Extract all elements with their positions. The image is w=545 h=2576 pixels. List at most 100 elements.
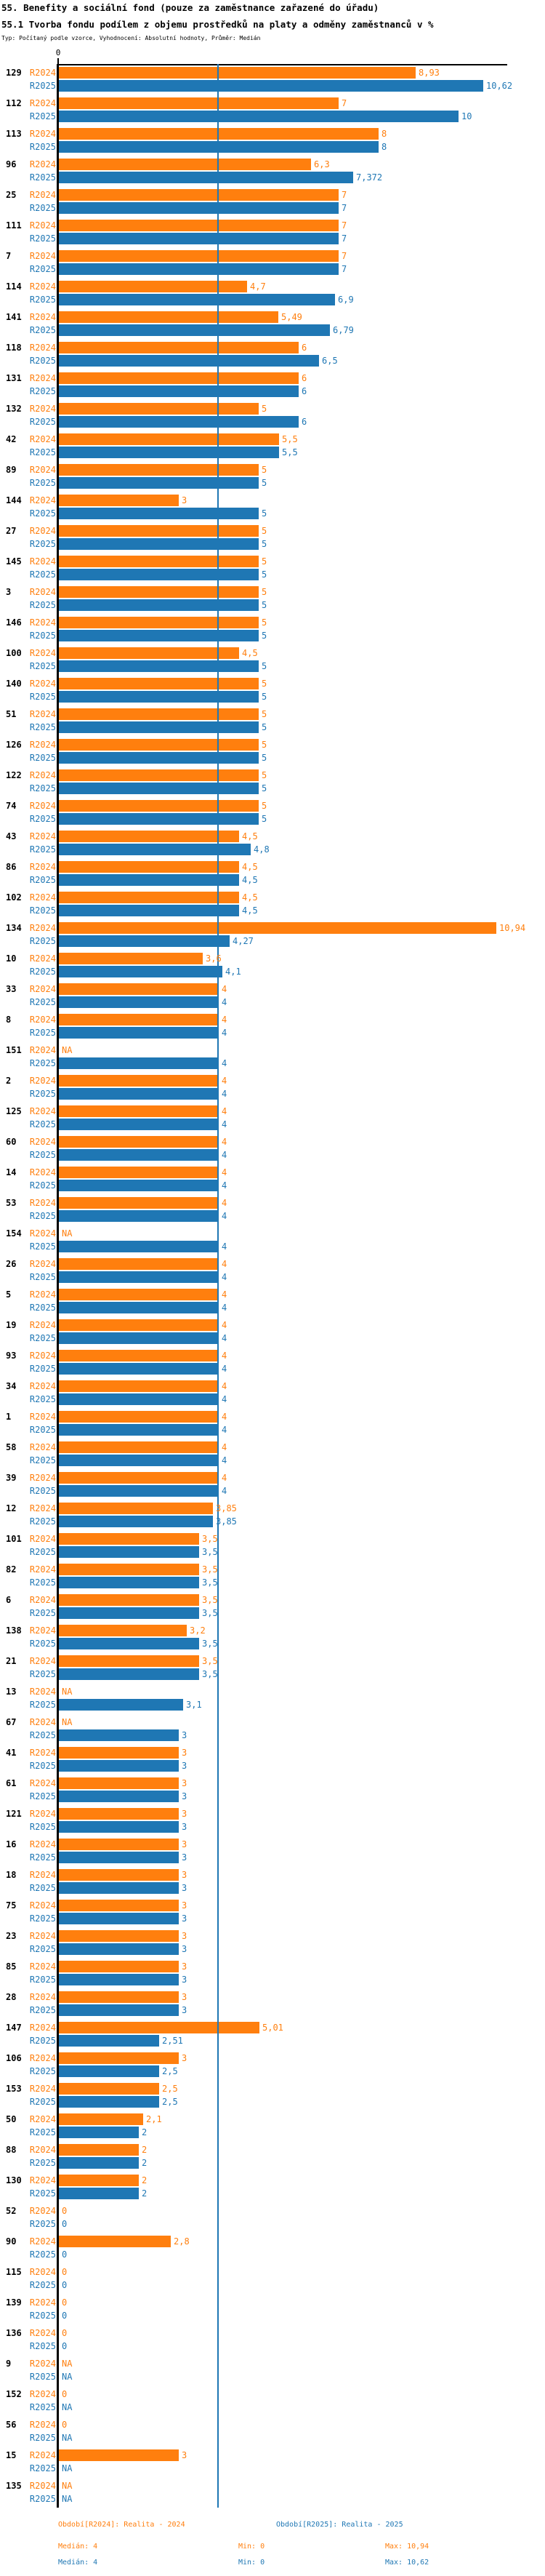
bar-r2024	[59, 250, 339, 262]
bar-r2025	[59, 1821, 179, 1833]
value-label-r2025: NA	[62, 2372, 73, 2382]
value-label-r2025: 5	[262, 692, 267, 702]
category-row: 100 R2024 4,5 R2025 5	[0, 647, 545, 672]
series-label-r2024: R2024	[29, 190, 56, 200]
value-label-r2024: 3	[182, 495, 187, 505]
bar-r2025	[59, 905, 239, 916]
bar-r2024	[59, 128, 379, 140]
series-label-r2025: R2025	[29, 905, 56, 916]
series-label-r2025: R2025	[29, 111, 56, 121]
value-label-r2024: 7	[342, 251, 347, 261]
bar-r2025	[59, 2096, 159, 2108]
series-label-r2025: R2025	[29, 386, 56, 396]
bar-r2025	[59, 385, 299, 397]
bar-r2025	[59, 1241, 219, 1252]
value-label-r2024: NA	[62, 2359, 73, 2369]
value-label-r2025: 4	[222, 1089, 227, 1099]
value-label-r2024: 8	[382, 129, 387, 139]
category-label: 111	[6, 220, 22, 231]
series-label-r2025: R2025	[29, 1333, 56, 1343]
value-label-r2025: 5	[262, 814, 267, 824]
category-label: 132	[6, 404, 22, 414]
series-label-r2024: R2024	[29, 1900, 56, 1911]
category-label: 42	[6, 434, 17, 444]
bar-r2025	[59, 1546, 199, 1558]
series-label-r2024: R2024	[29, 648, 56, 658]
value-label-r2025: 4	[222, 1272, 227, 1282]
category-label: 93	[6, 1351, 17, 1361]
category-row: 25 R2024 7 R2025 7	[0, 189, 545, 214]
series-label-r2025: R2025	[29, 1455, 56, 1465]
series-label-r2024: R2024	[29, 2420, 56, 2430]
value-label-r2025: 4	[222, 1425, 227, 1435]
series-label-r2024: R2024	[29, 1931, 56, 1941]
category-label: 102	[6, 892, 22, 903]
series-label-r2024: R2024	[29, 1503, 56, 1513]
bar-r2025	[59, 141, 379, 153]
category-row: 114 R2024 4,7 R2025 6,9	[0, 281, 545, 305]
value-label-r2025: 4,5	[242, 905, 258, 916]
bar-r2024	[59, 495, 179, 506]
series-label-r2025: R2025	[29, 1119, 56, 1129]
category-label: 130	[6, 2175, 22, 2185]
category-row: 9 R2024 NA R2025 NA	[0, 2358, 545, 2383]
series-label-r2025: R2025	[29, 2158, 56, 2168]
value-label-r2024: 4,5	[242, 862, 258, 872]
category-row: 130 R2024 2 R2025 2	[0, 2175, 545, 2199]
x-axis-zero-tick-label: 0	[55, 48, 61, 57]
bar-r2024	[59, 983, 219, 995]
value-label-r2024: 5	[262, 587, 267, 597]
value-label-r2024: 0	[62, 2389, 68, 2399]
bar-r2024	[59, 2449, 179, 2461]
bar-r2025	[59, 721, 259, 733]
bar-r2025	[59, 447, 279, 458]
value-label-r2024: 3,5	[202, 1595, 218, 1605]
bar-r2025	[59, 263, 339, 275]
series-label-r2025: R2025	[29, 1180, 56, 1191]
value-label-r2025: 5	[262, 661, 267, 671]
value-label-r2025: 3	[182, 1791, 187, 1801]
series-label-r2024: R2024	[29, 801, 56, 811]
category-row: 86 R2024 4,5 R2025 4,5	[0, 861, 545, 886]
category-row: 28 R2024 3 R2025 3	[0, 1991, 545, 2016]
category-label: 26	[6, 1259, 17, 1269]
category-row: 145 R2024 5 R2025 5	[0, 556, 545, 580]
bar-r2025	[59, 111, 459, 122]
series-label-r2024: R2024	[29, 68, 56, 78]
series-label-r2024: R2024	[29, 2114, 56, 2124]
bar-r2025	[59, 1455, 219, 1466]
bar-r2024	[59, 1533, 199, 1545]
value-label-r2025: 7	[342, 233, 347, 244]
bar-r2025	[59, 1882, 179, 1894]
bar-r2025	[59, 1485, 219, 1497]
value-label-r2024: 3,5	[202, 1656, 218, 1666]
bar-r2024	[59, 189, 339, 201]
category-row: 21 R2024 3,5 R2025 3,5	[0, 1655, 545, 1680]
value-label-r2025: 5	[262, 753, 267, 763]
category-label: 145	[6, 556, 22, 567]
value-label-r2024: 4	[222, 1167, 227, 1177]
value-label-r2025: 5	[262, 508, 267, 519]
stat-r2025-max: Max: 10,62	[385, 2559, 429, 2567]
category-row: 42 R2024 5,5 R2025 5,5	[0, 433, 545, 458]
category-label: 153	[6, 2084, 22, 2094]
series-label-r2025: R2025	[29, 2005, 56, 2015]
category-label: 27	[6, 526, 17, 536]
value-label-r2024: 0	[62, 2267, 68, 2277]
series-label-r2025: R2025	[29, 600, 56, 610]
category-row: 113 R2024 8 R2025 8	[0, 128, 545, 153]
value-label-r2024: NA	[62, 2481, 73, 2491]
series-label-r2024: R2024	[29, 984, 56, 994]
value-label-r2024: 3	[182, 1961, 187, 1972]
bar-r2025	[59, 1393, 219, 1405]
category-label: 50	[6, 2114, 17, 2124]
bar-r2025	[59, 80, 483, 92]
category-row: 134 R2024 10,94 R2025 4,27	[0, 922, 545, 947]
category-label: 112	[6, 98, 22, 108]
bar-r2025	[59, 813, 259, 825]
bar-r2024	[59, 1472, 219, 1484]
value-label-r2025: 2,5	[162, 2097, 178, 2107]
category-row: 27 R2024 5 R2025 5	[0, 525, 545, 550]
value-label-r2025: 2	[142, 2127, 148, 2137]
category-label: 41	[6, 1748, 17, 1758]
